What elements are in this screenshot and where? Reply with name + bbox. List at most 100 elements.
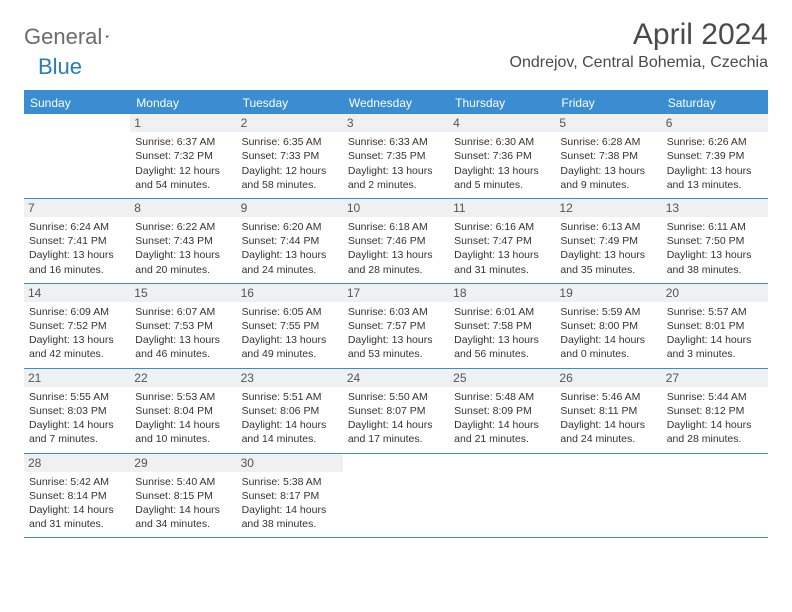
sunrise-line: Sunrise: 5:50 AM: [348, 390, 444, 404]
daylight-line: Daylight: 14 hours and 17 minutes.: [348, 418, 444, 446]
sunrise-line: Sunrise: 6:07 AM: [135, 305, 231, 319]
day-header: Thursday: [449, 92, 555, 114]
sunset-line: Sunset: 8:11 PM: [560, 404, 656, 418]
day-number: 17: [343, 284, 449, 302]
calendar-cell: 11Sunrise: 6:16 AMSunset: 7:47 PMDayligh…: [449, 199, 555, 284]
day-number: 28: [24, 454, 130, 472]
sunset-line: Sunset: 8:01 PM: [667, 319, 763, 333]
sunrise-line: Sunrise: 6:24 AM: [29, 220, 125, 234]
calendar-cell: 26Sunrise: 5:46 AMSunset: 8:11 PMDayligh…: [555, 369, 661, 454]
day-number: 4: [449, 114, 555, 132]
day-number: 8: [130, 199, 236, 217]
calendar-cell: 24Sunrise: 5:50 AMSunset: 8:07 PMDayligh…: [343, 369, 449, 454]
calendar-cell: 3Sunrise: 6:33 AMSunset: 7:35 PMDaylight…: [343, 114, 449, 199]
sunset-line: Sunset: 8:06 PM: [242, 404, 338, 418]
sunrise-line: Sunrise: 6:28 AM: [560, 135, 656, 149]
sunset-line: Sunset: 7:36 PM: [454, 149, 550, 163]
day-number: 11: [449, 199, 555, 217]
logo-flag-icon: [106, 29, 109, 45]
daylight-line: Daylight: 13 hours and 16 minutes.: [29, 248, 125, 276]
calendar-cell-empty: [449, 454, 555, 539]
day-number: 27: [662, 369, 768, 387]
sunset-line: Sunset: 7:46 PM: [348, 234, 444, 248]
sunset-line: Sunset: 8:14 PM: [29, 489, 125, 503]
logo-text-general: General: [24, 24, 102, 50]
daylight-line: Daylight: 14 hours and 31 minutes.: [29, 503, 125, 531]
sunset-line: Sunset: 7:41 PM: [29, 234, 125, 248]
calendar-cell: 16Sunrise: 6:05 AMSunset: 7:55 PMDayligh…: [237, 284, 343, 369]
sunset-line: Sunset: 7:38 PM: [560, 149, 656, 163]
day-number: 6: [662, 114, 768, 132]
daylight-line: Daylight: 13 hours and 56 minutes.: [454, 333, 550, 361]
sunset-line: Sunset: 8:00 PM: [560, 319, 656, 333]
sunrise-line: Sunrise: 5:42 AM: [29, 475, 125, 489]
daylight-line: Daylight: 13 hours and 5 minutes.: [454, 164, 550, 192]
sunrise-line: Sunrise: 5:57 AM: [667, 305, 763, 319]
day-number: 3: [343, 114, 449, 132]
calendar-cell: 18Sunrise: 6:01 AMSunset: 7:58 PMDayligh…: [449, 284, 555, 369]
sunset-line: Sunset: 7:57 PM: [348, 319, 444, 333]
sunrise-line: Sunrise: 6:11 AM: [667, 220, 763, 234]
day-number: 5: [555, 114, 661, 132]
sunrise-line: Sunrise: 5:51 AM: [242, 390, 338, 404]
daylight-line: Daylight: 13 hours and 13 minutes.: [667, 164, 763, 192]
daylight-line: Daylight: 13 hours and 20 minutes.: [135, 248, 231, 276]
sunset-line: Sunset: 7:32 PM: [135, 149, 231, 163]
sunset-line: Sunset: 7:53 PM: [135, 319, 231, 333]
day-header: Sunday: [24, 92, 130, 114]
sunset-line: Sunset: 7:35 PM: [348, 149, 444, 163]
sunset-line: Sunset: 8:04 PM: [135, 404, 231, 418]
calendar-cell-empty: [662, 454, 768, 539]
sunrise-line: Sunrise: 5:55 AM: [29, 390, 125, 404]
sunset-line: Sunset: 7:43 PM: [135, 234, 231, 248]
logo: General: [24, 18, 128, 50]
calendar-cell: 15Sunrise: 6:07 AMSunset: 7:53 PMDayligh…: [130, 284, 236, 369]
daylight-line: Daylight: 13 hours and 9 minutes.: [560, 164, 656, 192]
calendar-cell-empty: [343, 454, 449, 539]
sunset-line: Sunset: 7:44 PM: [242, 234, 338, 248]
calendar-cell: 14Sunrise: 6:09 AMSunset: 7:52 PMDayligh…: [24, 284, 130, 369]
sunrise-line: Sunrise: 6:26 AM: [667, 135, 763, 149]
day-number: 22: [130, 369, 236, 387]
sunset-line: Sunset: 7:33 PM: [242, 149, 338, 163]
sunrise-line: Sunrise: 6:18 AM: [348, 220, 444, 234]
day-number: 16: [237, 284, 343, 302]
daylight-line: Daylight: 14 hours and 28 minutes.: [667, 418, 763, 446]
calendar-cell: 25Sunrise: 5:48 AMSunset: 8:09 PMDayligh…: [449, 369, 555, 454]
sunset-line: Sunset: 8:09 PM: [454, 404, 550, 418]
day-number: 24: [343, 369, 449, 387]
day-number: 1: [130, 114, 236, 132]
sunrise-line: Sunrise: 5:46 AM: [560, 390, 656, 404]
daylight-line: Daylight: 14 hours and 3 minutes.: [667, 333, 763, 361]
day-number: 7: [24, 199, 130, 217]
month-title: April 2024: [510, 18, 769, 52]
sunrise-line: Sunrise: 5:44 AM: [667, 390, 763, 404]
day-header: Saturday: [662, 92, 768, 114]
calendar-cell: 2Sunrise: 6:35 AMSunset: 7:33 PMDaylight…: [237, 114, 343, 199]
day-number: 20: [662, 284, 768, 302]
day-number: 30: [237, 454, 343, 472]
sunrise-line: Sunrise: 6:33 AM: [348, 135, 444, 149]
daylight-line: Daylight: 13 hours and 49 minutes.: [242, 333, 338, 361]
calendar-cell: 28 Sunrise: 5:42 AMSunset: 8:14 PMDayligh…: [24, 454, 130, 539]
calendar-cell: 29Sunrise: 5:40 AMSunset: 8:15 PMDayligh…: [130, 454, 236, 539]
day-header: Friday: [555, 92, 661, 114]
day-number: 23: [237, 369, 343, 387]
calendar-cell: 7 Sunrise: 6:24 AMSunset: 7:41 PMDaylight…: [24, 199, 130, 284]
daylight-line: Daylight: 13 hours and 31 minutes.: [454, 248, 550, 276]
calendar-cell: 17Sunrise: 6:03 AMSunset: 7:57 PMDayligh…: [343, 284, 449, 369]
calendar-cell: 23Sunrise: 5:51 AMSunset: 8:06 PMDayligh…: [237, 369, 343, 454]
day-number: 29: [130, 454, 236, 472]
daylight-line: Daylight: 14 hours and 7 minutes.: [29, 418, 125, 446]
sunset-line: Sunset: 7:55 PM: [242, 319, 338, 333]
sunrise-line: Sunrise: 5:53 AM: [135, 390, 231, 404]
day-number: 13: [662, 199, 768, 217]
daylight-line: Daylight: 13 hours and 28 minutes.: [348, 248, 444, 276]
day-number: 25: [449, 369, 555, 387]
sunrise-line: Sunrise: 6:30 AM: [454, 135, 550, 149]
calendar-cell: 13Sunrise: 6:11 AMSunset: 7:50 PMDayligh…: [662, 199, 768, 284]
daylight-line: Daylight: 13 hours and 35 minutes.: [560, 248, 656, 276]
sunset-line: Sunset: 7:47 PM: [454, 234, 550, 248]
sunset-line: Sunset: 7:58 PM: [454, 319, 550, 333]
sunset-line: Sunset: 7:49 PM: [560, 234, 656, 248]
